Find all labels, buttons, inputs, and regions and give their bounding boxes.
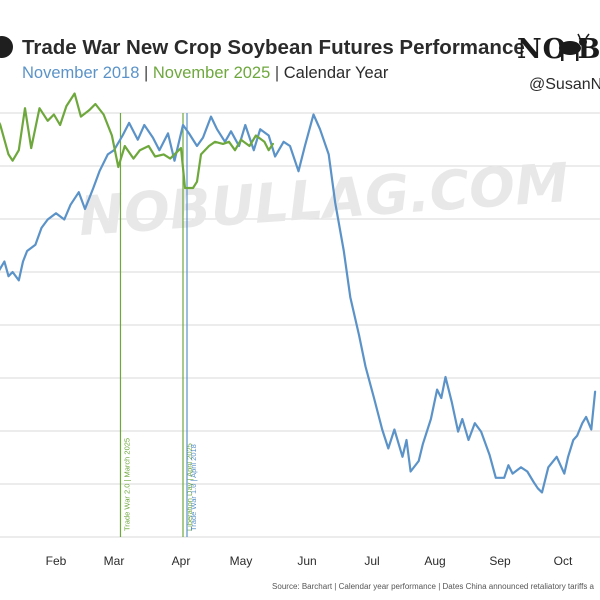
chart-header: Trade War New Crop Soybean Futures Perfo… (0, 0, 600, 110)
legend-2018: November 2018 (22, 64, 140, 82)
social-handle: @SusanN (529, 76, 600, 93)
source-note: Source: Barchart | Calendar year perform… (272, 582, 595, 591)
x-tick-label: Sep (489, 554, 511, 568)
x-axis-ticks: Feb Mar Apr May Jun Jul Aug Sep Oct (46, 554, 573, 568)
grid-lines (0, 112, 600, 538)
annotation-label: Trade War 1.0 | April 2018 (189, 444, 198, 531)
annotation-label: Liberation Day | April 2025 (185, 443, 194, 531)
subtitle-separator: | (270, 64, 284, 82)
x-tick-label: Aug (424, 554, 445, 568)
legend-calendar-year: Calendar Year (283, 64, 389, 82)
series-line (0, 113, 597, 494)
annotation-lines: Trade War 2.0 | March 2025 Liberation Day… (119, 113, 198, 537)
bull-icon (559, 33, 590, 61)
x-tick-label: Mar (104, 554, 125, 568)
annotation-label: Trade War 2.0 | March 2025 (122, 438, 131, 531)
x-tick-label: Jun (297, 554, 316, 568)
x-tick-label: Oct (554, 554, 573, 568)
author-avatar-icon (0, 36, 13, 58)
x-tick-label: Jul (364, 554, 379, 568)
x-tick-label: May (230, 554, 253, 568)
legend-2025: November 2025 (152, 64, 271, 82)
x-tick-label: Feb (46, 554, 67, 568)
subtitle-separator: | (139, 64, 153, 82)
brand-logo: NO B (517, 34, 600, 65)
series-lines (0, 92, 597, 494)
chart-subtitle: November 2018 | November 2025 | Calendar… (22, 64, 388, 83)
series-line (0, 92, 274, 190)
chart-title: Trade War New Crop Soybean Futures Perfo… (22, 36, 525, 59)
x-tick-label: Apr (172, 554, 191, 568)
